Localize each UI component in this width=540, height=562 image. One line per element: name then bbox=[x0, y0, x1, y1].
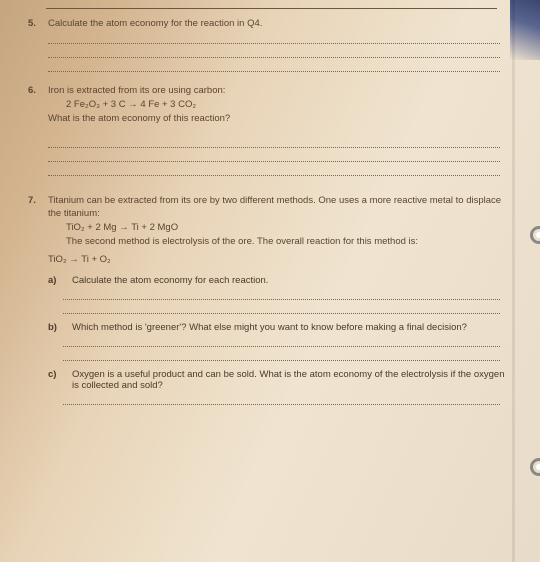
question-text: Titanium can be extracted from its ore b… bbox=[48, 194, 505, 221]
answer-line bbox=[48, 44, 500, 58]
answer-line bbox=[63, 333, 500, 347]
equation: TiO₂ + 2 Mg → Ti + 2 MgO bbox=[28, 221, 505, 235]
part-text: Calculate the atom economy for each reac… bbox=[72, 275, 268, 286]
answer-line bbox=[48, 148, 500, 162]
part-letter: c) bbox=[48, 369, 62, 380]
question-5: 5. Calculate the atom economy for the re… bbox=[28, 17, 505, 72]
question-7c: c) Oxygen is a useful product and can be… bbox=[28, 369, 505, 391]
question-6: 6. Iron is extracted from its ore using … bbox=[28, 84, 505, 176]
question-7a: a) Calculate the atom economy for each r… bbox=[28, 275, 505, 286]
answer-line bbox=[48, 58, 500, 72]
answer-line bbox=[63, 300, 500, 314]
answer-line bbox=[48, 30, 500, 44]
question-7: 7. Titanium can be extracted from its or… bbox=[28, 194, 505, 405]
part-letter: b) bbox=[48, 322, 62, 333]
question-followup: What is the atom economy of this reactio… bbox=[28, 112, 505, 126]
question-text: Calculate the atom economy for the react… bbox=[48, 17, 505, 30]
question-number: 6. bbox=[28, 84, 40, 97]
answer-line bbox=[48, 162, 500, 176]
method-text: The second method is electrolysis of the… bbox=[28, 235, 505, 249]
answer-line bbox=[63, 391, 500, 405]
answer-line bbox=[63, 286, 500, 300]
answer-line bbox=[63, 347, 500, 361]
part-letter: a) bbox=[48, 275, 62, 286]
question-number: 7. bbox=[28, 194, 40, 207]
answer-line bbox=[48, 134, 500, 148]
worksheet-page: 5. Calculate the atom economy for the re… bbox=[0, 0, 540, 562]
part-text: Which method is 'greener'? What else mig… bbox=[72, 322, 467, 333]
question-number: 5. bbox=[28, 17, 40, 30]
part-text: Oxygen is a useful product and can be so… bbox=[72, 369, 505, 391]
question-7b: b) Which method is 'greener'? What else … bbox=[28, 322, 505, 333]
equation: 2 Fe₂O₃ + 3 C → 4 Fe + 3 CO₂ bbox=[28, 98, 505, 112]
answer-line bbox=[46, 8, 497, 9]
question-text: Iron is extracted from its ore using car… bbox=[48, 84, 505, 97]
equation: TiO₂ → Ti + O₂ bbox=[28, 253, 505, 267]
